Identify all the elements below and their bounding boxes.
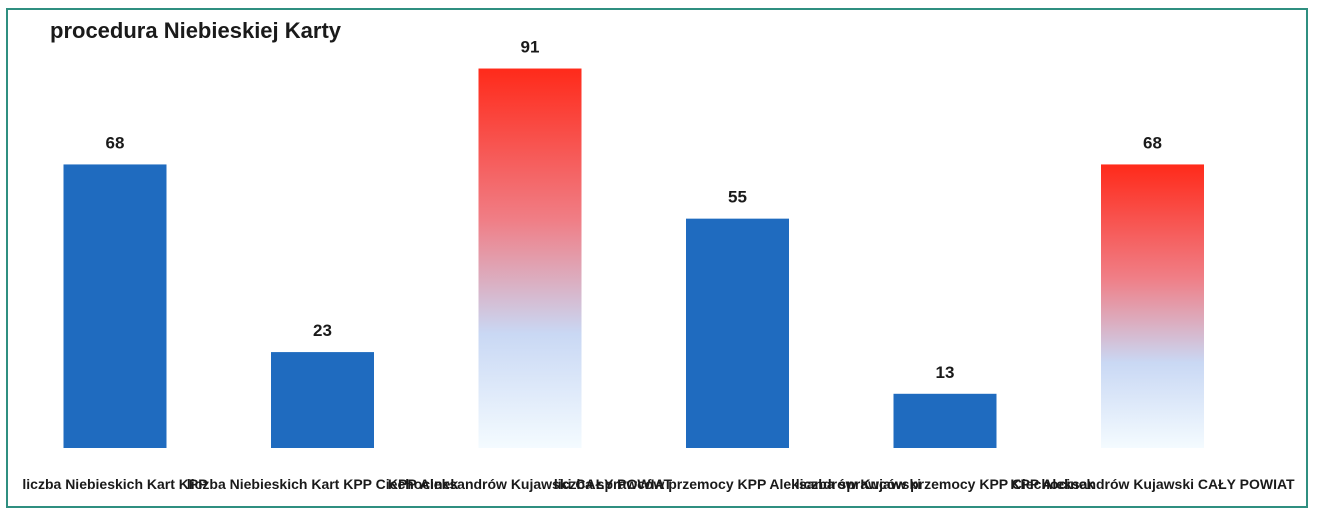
category-label-4: liczba sprawców przemocy KPP Aleksandrów… (554, 476, 921, 492)
data-label-6: 68 (1143, 133, 1162, 152)
bar-4 (686, 218, 789, 448)
data-label-4: 55 (728, 188, 747, 207)
bar-2 (271, 352, 374, 448)
category-label-1: liczba Niebieskich Kart KPP (22, 476, 207, 492)
data-label-3: 91 (521, 38, 540, 57)
bar-5 (893, 393, 997, 448)
data-label-2: 23 (313, 321, 332, 340)
bar-3 (478, 68, 582, 448)
category-label-3: KPP Aleksandrów Kujawski CAŁY POWIAT (388, 476, 673, 492)
category-label-5: liczba sprawców przemocy KPP Ciechocinek (796, 476, 1095, 492)
chart-title: procedura Niebieskiej Karty (50, 18, 342, 43)
category-label-6: KPP Aleksandrów Kujawski CAŁY POWIAT (1010, 476, 1295, 492)
chart-frame (6, 8, 1308, 508)
data-label-5: 13 (936, 363, 955, 382)
bar-6 (1101, 164, 1204, 448)
bar-1 (63, 164, 167, 448)
category-label-2: liczba Niebieskich Kart KPP Ciechocinek (187, 476, 459, 492)
data-label-1: 68 (106, 133, 125, 152)
